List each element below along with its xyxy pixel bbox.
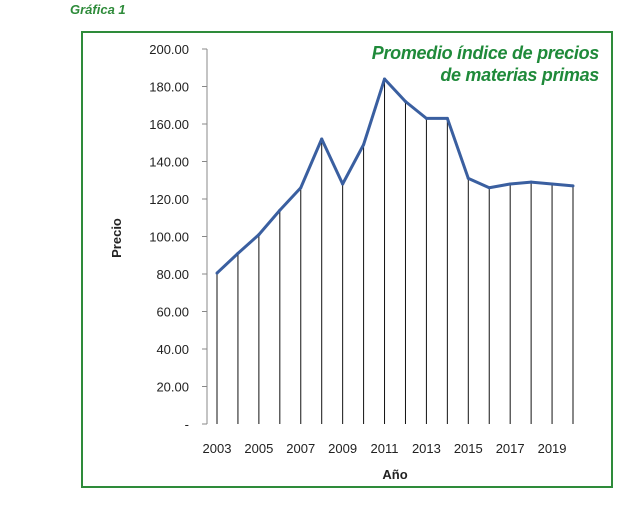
data-point [403, 100, 407, 103]
x-tick-label: 2011 [371, 441, 399, 456]
data-point [550, 182, 554, 186]
y-tick-label: 80.00 [156, 267, 189, 282]
chart-title: Promedio índice de precios de materias p… [371, 42, 600, 86]
y-tick-label: 40.00 [156, 342, 189, 357]
data-point [571, 184, 575, 188]
y-tick-label: 20.00 [156, 380, 189, 395]
data-point [445, 116, 449, 120]
x-tick-label: 2003 [203, 441, 232, 456]
x-axis-label: Año [382, 467, 407, 482]
data-point [341, 182, 345, 186]
x-tick-label: 2019 [538, 441, 567, 456]
chart-frame [81, 31, 613, 488]
y-tick-label: 140.00 [149, 155, 189, 170]
data-point [299, 186, 303, 190]
x-tick-label: 2013 [412, 441, 441, 456]
data-point [236, 251, 240, 255]
y-tick-label: - [185, 417, 189, 432]
y-tick-label: 100.00 [149, 230, 189, 245]
data-point [320, 137, 324, 141]
x-tick-label: 2007 [286, 441, 315, 456]
data-point [529, 180, 533, 184]
data-point [466, 176, 470, 180]
figure-caption: Gráfica 1 [70, 2, 126, 17]
data-point [362, 143, 366, 147]
chart-title-line-1: Promedio índice de precios [371, 43, 600, 63]
data-point [215, 271, 219, 275]
series-line [215, 77, 574, 275]
x-tick-label: 2017 [496, 441, 525, 456]
y-tick-label: 160.00 [149, 117, 189, 132]
y-tick-label: 180.00 [149, 80, 189, 95]
chart-title-line-2: de materias primas [440, 65, 599, 85]
y-tick-label: 60.00 [156, 305, 189, 320]
data-point [424, 116, 428, 120]
x-tick-label: 2015 [454, 441, 483, 456]
data-point [257, 233, 261, 237]
y-axis-label: Precio [109, 218, 124, 258]
data-point [508, 182, 512, 186]
y-tick-label: 200.00 [149, 42, 189, 57]
x-tick-label: 2009 [328, 441, 357, 456]
data-point [487, 186, 491, 190]
x-tick-label: 2005 [244, 441, 273, 456]
data-point [278, 208, 282, 212]
data-point [383, 77, 387, 81]
y-tick-label: 120.00 [149, 192, 189, 207]
